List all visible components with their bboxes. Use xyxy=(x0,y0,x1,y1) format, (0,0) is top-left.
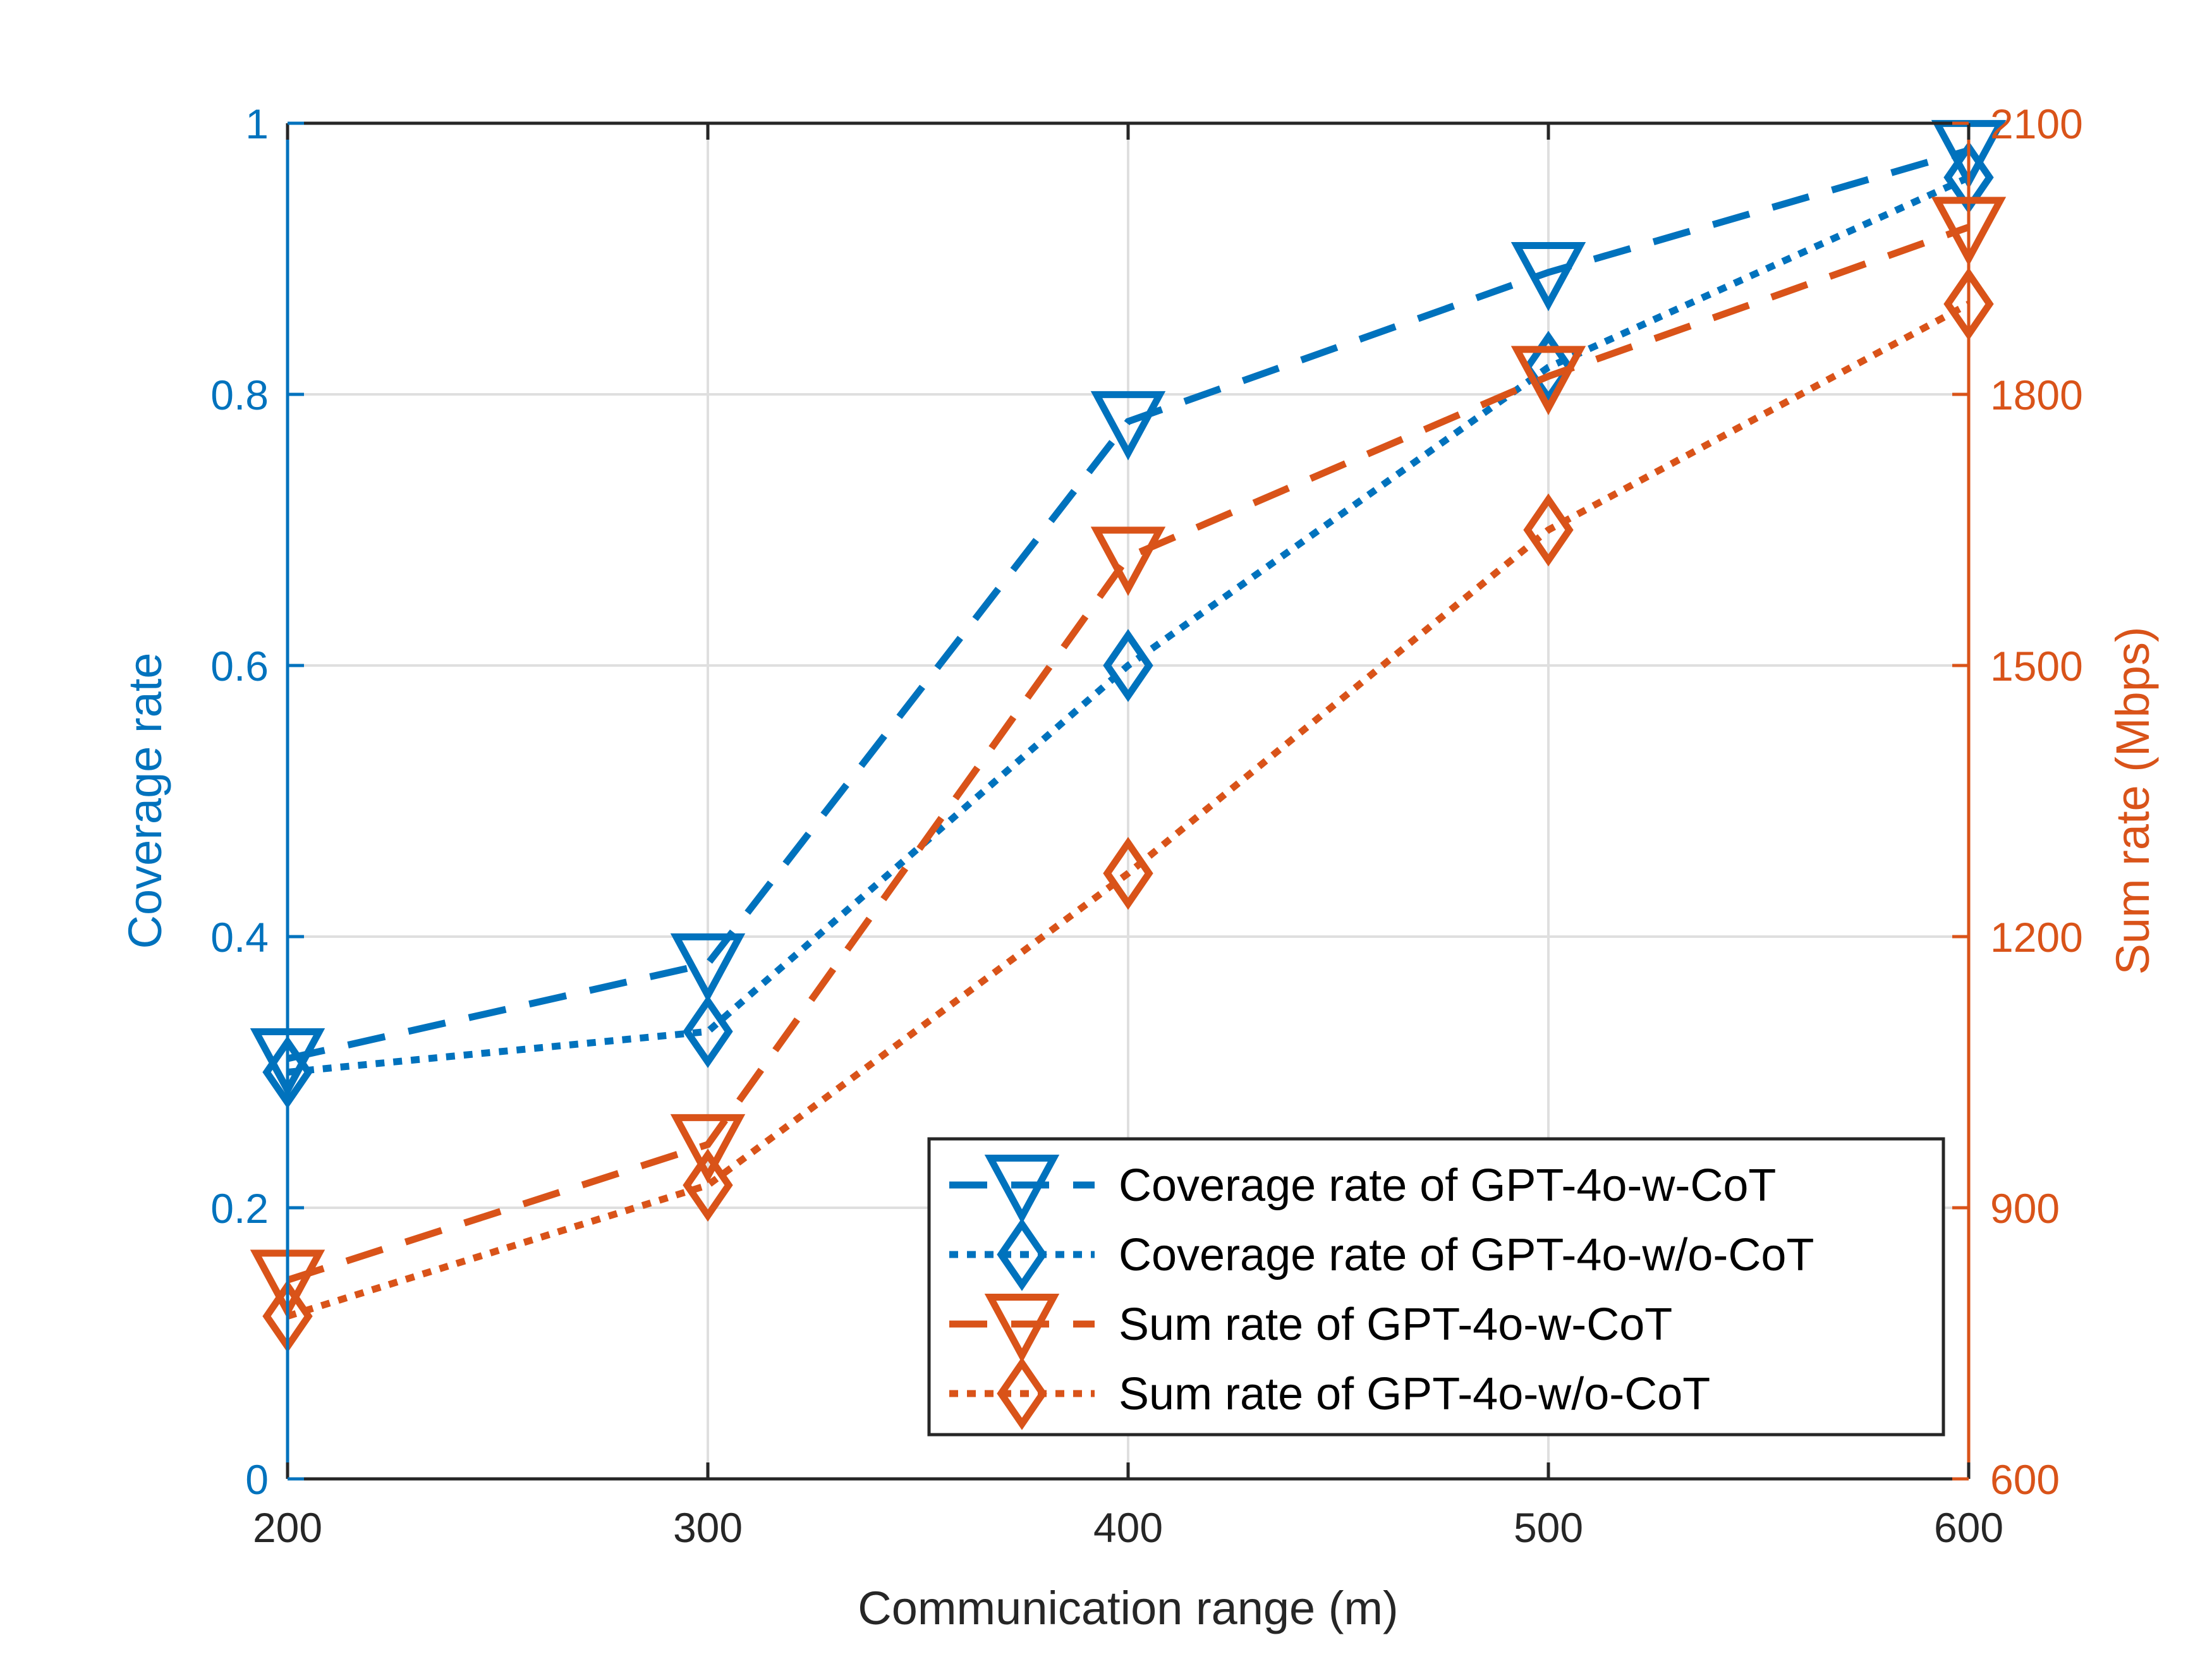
data-point-triangle xyxy=(670,933,746,1003)
legend-label: Coverage rate of GPT-4o-w/o-CoT xyxy=(1119,1230,1814,1280)
legend-marker-triangle xyxy=(984,1294,1060,1363)
data-point-triangle xyxy=(1090,391,1166,461)
x-tick-label: 500 xyxy=(1514,1504,1583,1551)
data-point-triangle xyxy=(670,1114,746,1184)
series-line xyxy=(286,224,1970,1284)
legend-marker-triangle xyxy=(984,1155,1060,1224)
legend-label: Sum rate of GPT-4o-w/o-CoT xyxy=(1119,1369,1710,1419)
data-point-triangle xyxy=(1510,346,1586,415)
y-left-tick-label: 0.2 xyxy=(210,1185,269,1232)
legend-box xyxy=(927,1137,1945,1437)
data-point-diamond xyxy=(1103,629,1153,702)
legend-entry: Coverage rate of GPT-4o-w/o-CoT xyxy=(949,1218,1814,1291)
x-tick-label: 400 xyxy=(1093,1504,1163,1551)
legend-entry: Sum rate of GPT-4o-w/o-CoT xyxy=(949,1357,1710,1430)
legend: Coverage rate of GPT-4o-w-CoT Coverage ra… xyxy=(927,1137,1945,1437)
data-point-triangle xyxy=(1510,241,1586,312)
y-left-tick-label: 0.8 xyxy=(210,372,269,418)
data-point-diamond xyxy=(1523,331,1574,404)
series-line xyxy=(287,174,1971,1076)
data-point-diamond xyxy=(683,1148,733,1222)
y-right-tick-label: 900 xyxy=(1990,1185,2060,1232)
y-left-tick-label: 0.6 xyxy=(210,643,269,690)
x-tick-label: 200 xyxy=(253,1504,322,1551)
data-point-diamond xyxy=(1523,493,1574,567)
series-sumrate-dotted xyxy=(262,267,1994,1353)
data-point-triangle xyxy=(1090,526,1166,596)
y-right-tick-label: 600 xyxy=(1990,1456,2060,1503)
y-left-tick-label: 0.4 xyxy=(210,914,269,961)
y-right-tick-label: 1200 xyxy=(1990,914,2083,961)
legend-label: Coverage rate of GPT-4o-w-CoT xyxy=(1119,1160,1776,1211)
y-axis-left-label: Coverage rate xyxy=(119,653,171,949)
series-line xyxy=(286,147,1970,1062)
series-sumrate-dashed xyxy=(250,197,2007,1319)
series-line xyxy=(286,301,1971,1320)
data-point-diamond xyxy=(1103,837,1153,910)
y-left-tick-label: 1 xyxy=(245,100,269,147)
legend-entry: Coverage rate of GPT-4o-w-CoT xyxy=(949,1155,1776,1224)
series-layer xyxy=(250,119,2007,1353)
y-right-tick-label: 2100 xyxy=(1990,100,2083,147)
legend-entry: Sum rate of GPT-4o-w-CoT xyxy=(949,1294,1672,1363)
x-tick-label: 300 xyxy=(673,1504,743,1551)
axes: 200 300 400 500 600 0 0.2 0.4 0.6 0.8 1 600 900 1200 1… xyxy=(210,100,2083,1551)
x-tick-label: 600 xyxy=(1934,1504,2003,1551)
x-axis-label: Communication range (m) xyxy=(858,1582,1398,1634)
y-right-tick-label: 1500 xyxy=(1990,643,2083,690)
legend-marker-diamond xyxy=(997,1357,1047,1430)
y-left-tick-label: 0 xyxy=(245,1456,269,1503)
legend-label: Sum rate of GPT-4o-w-CoT xyxy=(1119,1299,1672,1350)
data-point-diamond xyxy=(683,995,733,1068)
y-right-tick-label: 1800 xyxy=(1990,372,2083,418)
legend-marker-diamond xyxy=(997,1218,1047,1291)
y-axis-right-label: Sum rate (Mbps) xyxy=(2106,626,2159,975)
